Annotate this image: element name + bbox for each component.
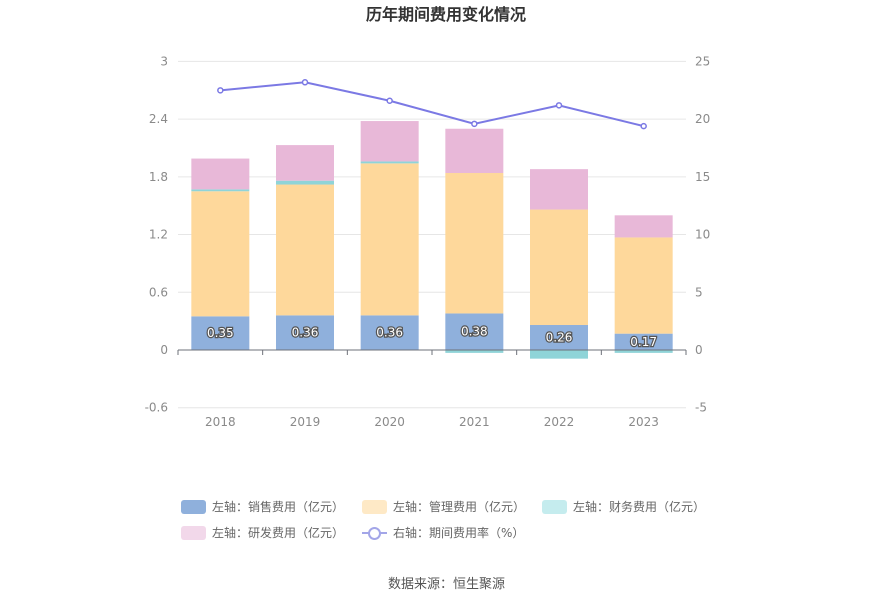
legend-item-finance[interactable]: 左轴：财务费用（亿元） [542, 498, 705, 515]
left-axis-tick-label: 1.8 [149, 170, 168, 184]
right-axis-tick-label: -5 [695, 401, 707, 415]
legend-label-admin: 左轴：管理费用（亿元） [393, 500, 526, 514]
bar-segment [191, 191, 250, 317]
bar-segment [445, 172, 504, 314]
legend-item-sales[interactable]: 左轴：销售费用（亿元） [181, 498, 344, 515]
bar-segment [530, 350, 588, 359]
left-axis-tick-label: 3 [160, 54, 168, 68]
legend-label-rnd: 左轴：研发费用（亿元） [212, 526, 345, 540]
legend-label-rate: 右轴：期间费用率（%） [393, 526, 525, 540]
axes: 3 2.4 1.8 1.2 0.6 0 -0.6 25 20 15 10 5 0 -5 2018 2019 20… [145, 54, 711, 429]
right-axis-tick-label: 20 [695, 112, 710, 126]
legend-line-icon [362, 526, 387, 540]
bar-segment [614, 237, 673, 334]
bar-segment [445, 313, 504, 350]
x-axis-tick-label: 2019 [290, 415, 321, 429]
rate-point [301, 79, 309, 86]
rate-point [640, 122, 647, 130]
bar-segment [614, 215, 673, 238]
bar-data-label: 0.17 [630, 335, 657, 349]
grid [178, 60, 686, 409]
legend-swatch-admin [362, 499, 387, 514]
legend-swatch-rnd [181, 525, 206, 540]
bar-segment [614, 333, 673, 350]
bar-segment [191, 189, 250, 192]
bar-segment [530, 324, 588, 350]
right-axis-tick-label: 10 [695, 228, 710, 242]
bar-segment [276, 184, 334, 316]
legend-swatch-finance [542, 499, 567, 514]
bars: 0.35 0.36 0.36 0.38 0.26 0.17 [191, 121, 673, 359]
bar-segment [530, 169, 588, 210]
bar-segment [276, 145, 334, 181]
legend-item-admin[interactable]: 左轴：管理费用（亿元） [362, 498, 525, 515]
bar-segment [360, 315, 419, 350]
bar-segment [614, 350, 673, 353]
bar-data-label: 0.26 [546, 330, 573, 344]
chart-title: 历年期间费用变化情况 [366, 5, 526, 24]
x-axis-tick-label: 2023 [628, 415, 659, 429]
x-axis-tick-label: 2022 [544, 415, 575, 429]
left-axis-tick-label: 0 [160, 343, 168, 357]
legend-label-finance: 左轴：财务费用（亿元） [573, 500, 706, 514]
source-note: 数据来源：恒生聚源 [387, 577, 505, 592]
bar-data-label: 0.36 [292, 326, 319, 340]
rate-point [217, 87, 224, 94]
bar-segment [530, 209, 588, 325]
rate-point [386, 97, 393, 104]
rate-line-path [220, 81, 644, 128]
bar-segment [445, 128, 504, 173]
left-axis-tick-label: 0.6 [149, 285, 168, 299]
bar-segment [445, 350, 504, 353]
bar-data-label: 0.35 [207, 326, 234, 340]
bar-data-label: 0.38 [461, 325, 488, 339]
right-axis-tick-label: 0 [695, 343, 703, 357]
right-axis-tick-label: 25 [695, 55, 710, 69]
bar-segment [191, 316, 250, 350]
legend-item-rnd[interactable]: 左轴：研发费用（亿元） [181, 524, 344, 541]
left-axis-tick-label: -0.6 [145, 401, 168, 415]
left-axis-tick-label: 1.2 [149, 228, 168, 242]
rate-point [471, 120, 478, 128]
legend-swatch-sales [181, 499, 206, 514]
bar-data-label: 0.36 [376, 326, 403, 340]
bar-segment [276, 180, 334, 185]
bar-segment [191, 158, 250, 190]
rate-point [555, 102, 563, 109]
rate-line [217, 79, 647, 130]
right-axis-tick-label: 15 [695, 170, 710, 184]
bar-segment [360, 163, 419, 316]
x-axis-tick-label: 2018 [205, 415, 236, 429]
right-axis-tick-label: 5 [695, 285, 703, 299]
bar-segment [360, 121, 419, 162]
bar-segment [276, 315, 334, 350]
x-axis-tick-label: 2021 [459, 415, 490, 429]
legend-item-rate[interactable]: 右轴：期间费用率（%） [362, 524, 524, 541]
x-axis-tick-label: 2020 [374, 415, 405, 429]
bar-segment [360, 161, 419, 164]
left-axis-tick-label: 2.4 [149, 112, 168, 126]
legend-label-sales: 左轴：销售费用（亿元） [212, 500, 345, 514]
